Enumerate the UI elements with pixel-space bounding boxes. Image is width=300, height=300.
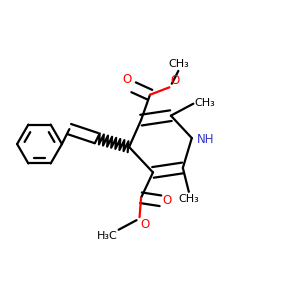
Text: O: O (170, 74, 180, 87)
Text: CH₃: CH₃ (195, 98, 215, 108)
Text: O: O (140, 218, 149, 231)
Text: O: O (122, 73, 131, 86)
Text: H₃C: H₃C (96, 231, 117, 241)
Text: NH: NH (197, 133, 215, 146)
Text: CH₃: CH₃ (168, 59, 189, 69)
Text: CH₃: CH₃ (178, 194, 199, 204)
Text: O: O (162, 194, 171, 207)
